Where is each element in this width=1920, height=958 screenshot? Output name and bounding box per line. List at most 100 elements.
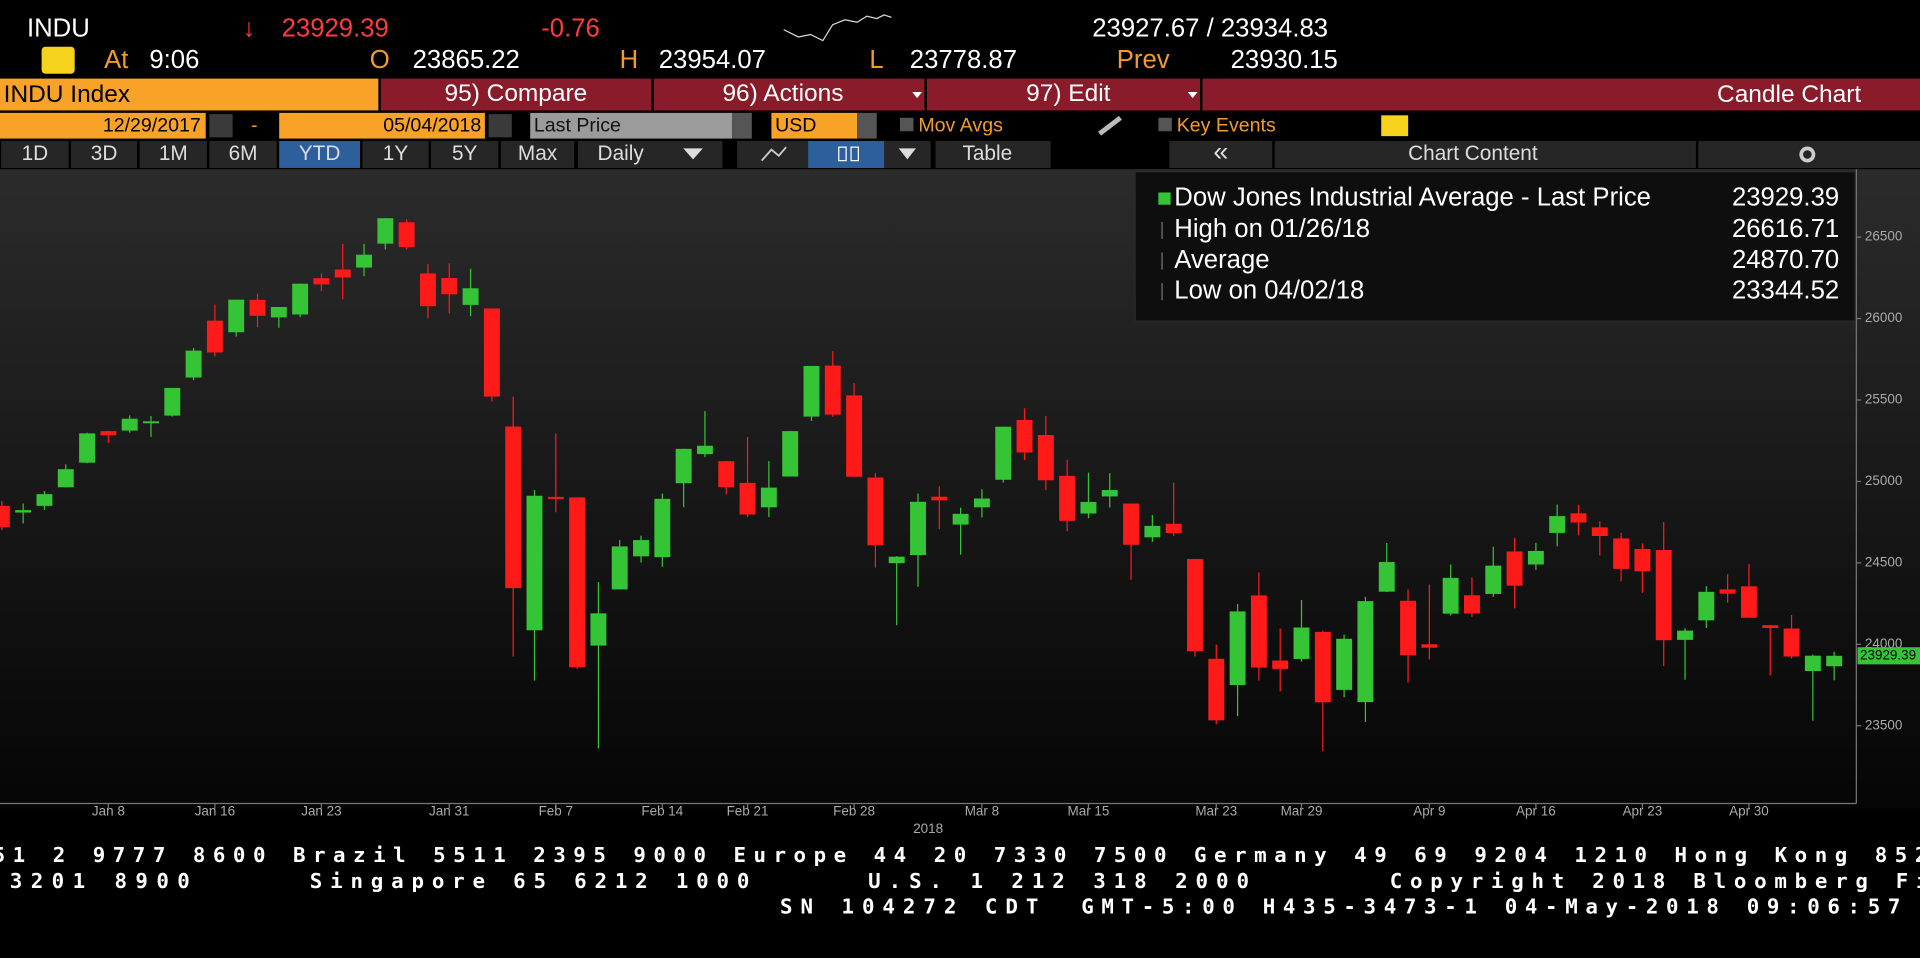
open-label: O [370,46,390,74]
high: 23954.07 [659,46,766,74]
candle-body [505,426,522,589]
checkbox[interactable] [1158,117,1172,132]
chart-content-label[interactable]: Chart Content [1408,142,1538,165]
y-tick-label: 25000 [1865,473,1902,488]
candle-body [1208,658,1225,721]
candle-body [1591,527,1608,536]
table-button[interactable] [935,141,1051,168]
table-label[interactable]: Table [962,142,1012,165]
candle-body [654,498,671,558]
prev-label: Prev [1117,46,1170,74]
security-field[interactable] [0,78,379,111]
prev: 23930.15 [1231,46,1338,74]
legend-value: 26616.71 [1732,215,1839,243]
candle-body [1677,630,1693,640]
range-button[interactable] [71,141,138,168]
collapse-label[interactable]: « [1213,136,1228,166]
date-separator: - [251,115,258,137]
start-date-field[interactable] [0,112,206,139]
gear-icon[interactable] [1799,146,1816,163]
candle-body [1804,655,1821,671]
range-button[interactable] [431,141,499,168]
candle-body [441,278,458,295]
info-icon[interactable] [1381,115,1409,137]
candle-body [760,487,777,508]
candle-body [1613,538,1630,569]
end-date[interactable]: 05/04/2018 [383,115,481,137]
edit-button[interactable]: 97) Edit [1026,80,1111,107]
open: 23865.22 [413,46,520,74]
candle-body [931,496,948,501]
legend-label: Average [1174,246,1269,274]
range-button[interactable] [500,141,575,168]
range-label[interactable]: 6M [229,142,258,165]
key-events[interactable]: Key Events [1177,115,1276,137]
calendar-icon[interactable] [488,114,512,138]
currency[interactable]: USD [775,115,816,137]
dropdown-arrow [1187,92,1198,99]
candle-body [377,218,394,244]
frequency-button[interactable] [577,141,723,168]
field-select[interactable] [530,112,733,139]
x-tick-label: Mar 8 [965,804,999,819]
range-button[interactable] [209,141,277,168]
range-label[interactable]: 3D [91,142,118,165]
legend-label: Dow Jones Industrial Average - Last Pric… [1174,183,1651,211]
x-tick-label: Mar 15 [1068,804,1110,819]
range-label[interactable]: 1M [159,142,188,165]
calendar-icon[interactable] [209,114,233,138]
x-axis-year: 2018 [913,821,943,836]
x-tick-label: Mar 23 [1195,804,1237,819]
legend-value: 24870.70 [1732,246,1839,274]
chart-content-button[interactable] [1274,141,1696,168]
frequency-label[interactable]: Daily [598,142,645,165]
settings-button[interactable] [1698,141,1920,168]
candle-body [1336,638,1353,690]
x-tick-label: Jan 23 [301,804,341,819]
range-button[interactable] [139,141,207,168]
range-button[interactable] [362,141,429,168]
candle-body [675,448,692,484]
start-date[interactable]: 12/29/2017 [103,115,201,137]
range-label[interactable]: 1D [22,142,49,165]
checkbox[interactable] [900,117,914,132]
x-tick-label: Feb 7 [539,804,573,819]
ticker: INDU [27,14,90,42]
monitor-icon[interactable] [41,46,75,74]
currency-field[interactable] [771,112,858,139]
range-label[interactable]: YTD [299,142,341,165]
range-label[interactable]: Max [518,142,558,165]
candle-body [590,613,607,646]
y-tick-label: 26500 [1865,229,1902,244]
dropdown[interactable] [857,112,877,139]
x-tick-label: Apr 16 [1516,804,1556,819]
x-tick-label: Apr 9 [1413,804,1445,819]
range-button[interactable] [279,141,360,168]
compare-button[interactable]: 95) Compare [444,80,587,107]
x-tick-label: Feb 28 [833,804,875,819]
collapse-button[interactable] [1169,141,1273,168]
candle-body [1037,435,1054,481]
y-tick-label: 25500 [1865,392,1902,407]
footer-line: GMT-5:00 H435-3473-1 04-May-2018 09:06:5… [1081,895,1900,919]
dropdown-arrow[interactable] [683,148,703,160]
candle-body [1400,600,1416,656]
candle-body [1527,550,1544,565]
line-icon[interactable] [760,146,787,162]
pencil-icon[interactable] [1098,115,1122,136]
range-label[interactable]: 1Y [383,142,409,165]
candle-body [739,482,756,515]
candle-body [633,540,649,557]
range-label[interactable]: 5Y [452,142,478,165]
actions-button[interactable]: 96) Actions [722,80,843,107]
mov-avgs[interactable]: Mov Avgs [918,115,1003,137]
dropdown-arrow[interactable] [898,148,916,160]
range-button[interactable] [1,141,69,168]
security[interactable]: INDU Index [4,81,130,108]
field[interactable]: Last Price [534,115,621,137]
candle-body [910,501,926,556]
end-date-field[interactable] [279,112,485,139]
dropdown[interactable] [732,112,752,139]
